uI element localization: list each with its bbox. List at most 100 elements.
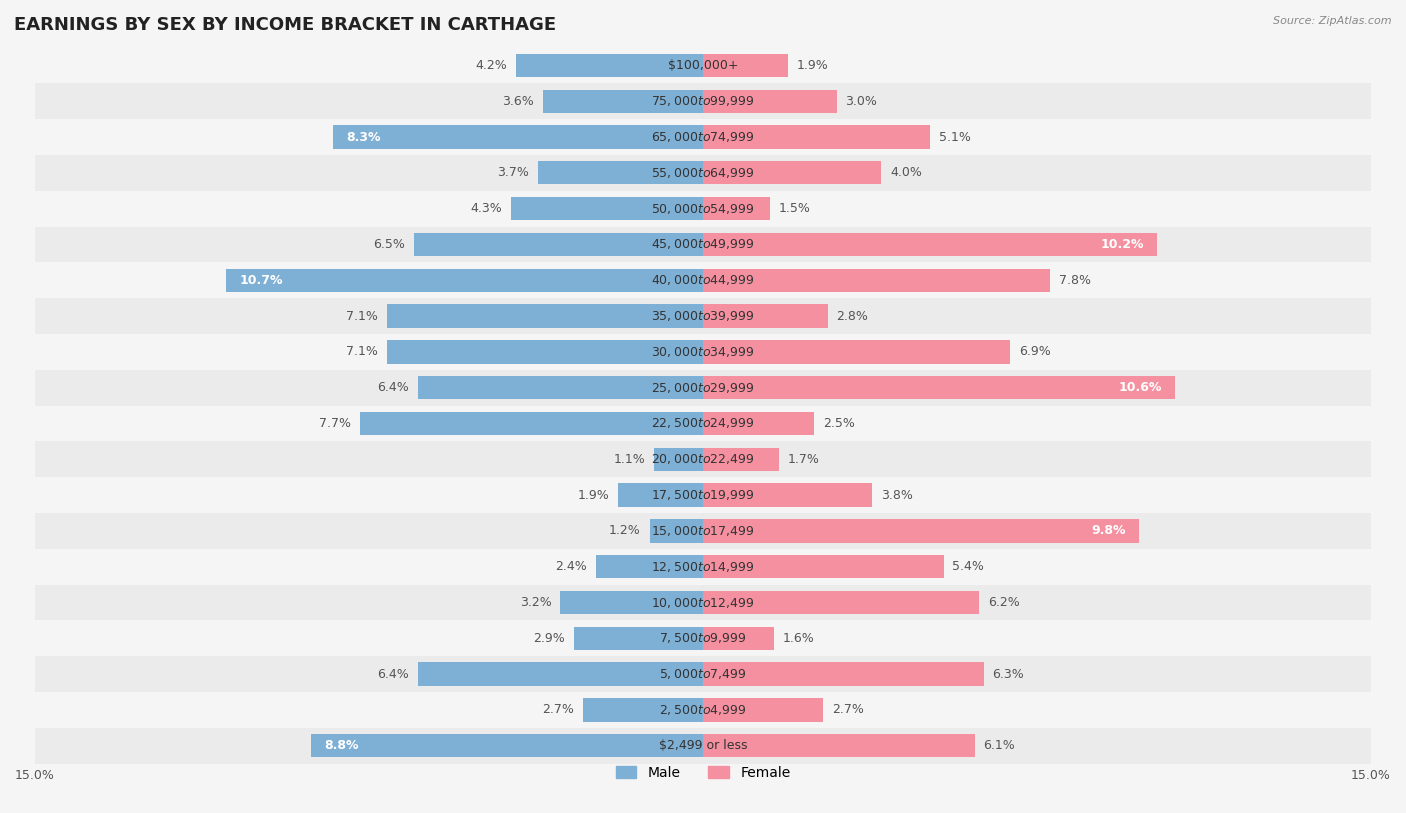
Text: $12,500 to $14,999: $12,500 to $14,999 <box>651 559 755 574</box>
Bar <box>703 734 974 758</box>
Text: 5.1%: 5.1% <box>939 131 972 144</box>
Bar <box>0 334 1406 370</box>
Text: 3.2%: 3.2% <box>520 596 551 609</box>
Text: $2,500 to $4,999: $2,500 to $4,999 <box>659 703 747 717</box>
Bar <box>574 627 703 650</box>
Text: 6.5%: 6.5% <box>373 238 405 251</box>
Bar <box>0 227 1406 263</box>
Bar <box>703 663 984 686</box>
Bar <box>703 268 1050 292</box>
Bar <box>226 268 703 292</box>
Text: 4.2%: 4.2% <box>475 59 508 72</box>
Text: $17,500 to $19,999: $17,500 to $19,999 <box>651 488 755 502</box>
Text: Source: ZipAtlas.com: Source: ZipAtlas.com <box>1274 16 1392 26</box>
Text: 9.8%: 9.8% <box>1091 524 1126 537</box>
Text: 1.9%: 1.9% <box>797 59 828 72</box>
Bar <box>538 161 703 185</box>
Text: EARNINGS BY SEX BY INCOME BRACKET IN CARTHAGE: EARNINGS BY SEX BY INCOME BRACKET IN CAR… <box>14 16 557 34</box>
Bar <box>703 54 787 77</box>
Bar <box>0 549 1406 585</box>
Bar <box>703 448 779 471</box>
Text: $2,499 or less: $2,499 or less <box>659 739 747 752</box>
Text: 1.5%: 1.5% <box>779 202 811 215</box>
Bar <box>516 54 703 77</box>
Text: 3.6%: 3.6% <box>502 95 534 108</box>
Text: 2.8%: 2.8% <box>837 310 869 323</box>
Text: 2.5%: 2.5% <box>824 417 855 430</box>
Bar <box>387 304 703 328</box>
Text: 1.6%: 1.6% <box>783 632 815 645</box>
Text: 10.6%: 10.6% <box>1118 381 1161 394</box>
Text: $5,000 to $7,499: $5,000 to $7,499 <box>659 667 747 681</box>
Bar <box>543 89 703 113</box>
Text: $75,000 to $99,999: $75,000 to $99,999 <box>651 94 755 108</box>
Text: $22,500 to $24,999: $22,500 to $24,999 <box>651 416 755 431</box>
Text: $65,000 to $74,999: $65,000 to $74,999 <box>651 130 755 144</box>
Text: 10.7%: 10.7% <box>240 274 284 287</box>
Text: 1.9%: 1.9% <box>578 489 609 502</box>
Bar <box>703 125 931 149</box>
Bar <box>596 555 703 578</box>
Bar <box>0 406 1406 441</box>
Text: $55,000 to $64,999: $55,000 to $64,999 <box>651 166 755 180</box>
Text: $15,000 to $17,499: $15,000 to $17,499 <box>651 524 755 538</box>
Bar <box>582 698 703 722</box>
Bar <box>0 155 1406 191</box>
Text: 8.3%: 8.3% <box>347 131 381 144</box>
Bar <box>0 692 1406 728</box>
Text: 6.9%: 6.9% <box>1019 346 1050 359</box>
Bar <box>387 340 703 363</box>
Text: 1.7%: 1.7% <box>787 453 820 466</box>
Text: 2.4%: 2.4% <box>555 560 588 573</box>
Text: 3.8%: 3.8% <box>882 489 912 502</box>
Bar <box>0 191 1406 227</box>
Bar <box>0 298 1406 334</box>
Text: 7.1%: 7.1% <box>346 310 378 323</box>
Bar <box>703 89 837 113</box>
Text: $100,000+: $100,000+ <box>668 59 738 72</box>
Text: 6.4%: 6.4% <box>377 381 409 394</box>
Text: $30,000 to $34,999: $30,000 to $34,999 <box>651 345 755 359</box>
Text: 1.1%: 1.1% <box>613 453 645 466</box>
Bar <box>703 555 943 578</box>
Text: 2.7%: 2.7% <box>541 703 574 716</box>
Bar <box>0 620 1406 656</box>
Bar <box>0 477 1406 513</box>
Bar <box>703 197 770 220</box>
Bar <box>703 161 882 185</box>
Text: 4.3%: 4.3% <box>471 202 502 215</box>
Text: 7.7%: 7.7% <box>319 417 352 430</box>
Bar <box>703 627 775 650</box>
Text: $45,000 to $49,999: $45,000 to $49,999 <box>651 237 755 251</box>
Bar <box>703 484 872 506</box>
Bar <box>0 47 1406 83</box>
Text: 1.2%: 1.2% <box>609 524 641 537</box>
Legend: Male, Female: Male, Female <box>610 760 796 785</box>
Text: 6.2%: 6.2% <box>988 596 1019 609</box>
Bar <box>703 520 1139 542</box>
Bar <box>703 376 1175 399</box>
Bar <box>619 484 703 506</box>
Text: $7,500 to $9,999: $7,500 to $9,999 <box>659 632 747 646</box>
Text: 6.4%: 6.4% <box>377 667 409 680</box>
Text: $50,000 to $54,999: $50,000 to $54,999 <box>651 202 755 215</box>
Bar <box>311 734 703 758</box>
Text: $35,000 to $39,999: $35,000 to $39,999 <box>651 309 755 323</box>
Text: 7.8%: 7.8% <box>1059 274 1091 287</box>
Bar <box>0 513 1406 549</box>
Text: 8.8%: 8.8% <box>325 739 359 752</box>
Bar <box>0 83 1406 120</box>
Bar <box>703 233 1157 256</box>
Text: 10.2%: 10.2% <box>1101 238 1144 251</box>
Text: $25,000 to $29,999: $25,000 to $29,999 <box>651 380 755 394</box>
Bar <box>650 520 703 542</box>
Text: $40,000 to $44,999: $40,000 to $44,999 <box>651 273 755 287</box>
Bar <box>512 197 703 220</box>
Bar <box>0 370 1406 406</box>
Bar <box>703 412 814 435</box>
Text: $20,000 to $22,499: $20,000 to $22,499 <box>651 452 755 467</box>
Bar <box>561 591 703 614</box>
Bar <box>418 376 703 399</box>
Text: 7.1%: 7.1% <box>346 346 378 359</box>
Text: 6.3%: 6.3% <box>993 667 1024 680</box>
